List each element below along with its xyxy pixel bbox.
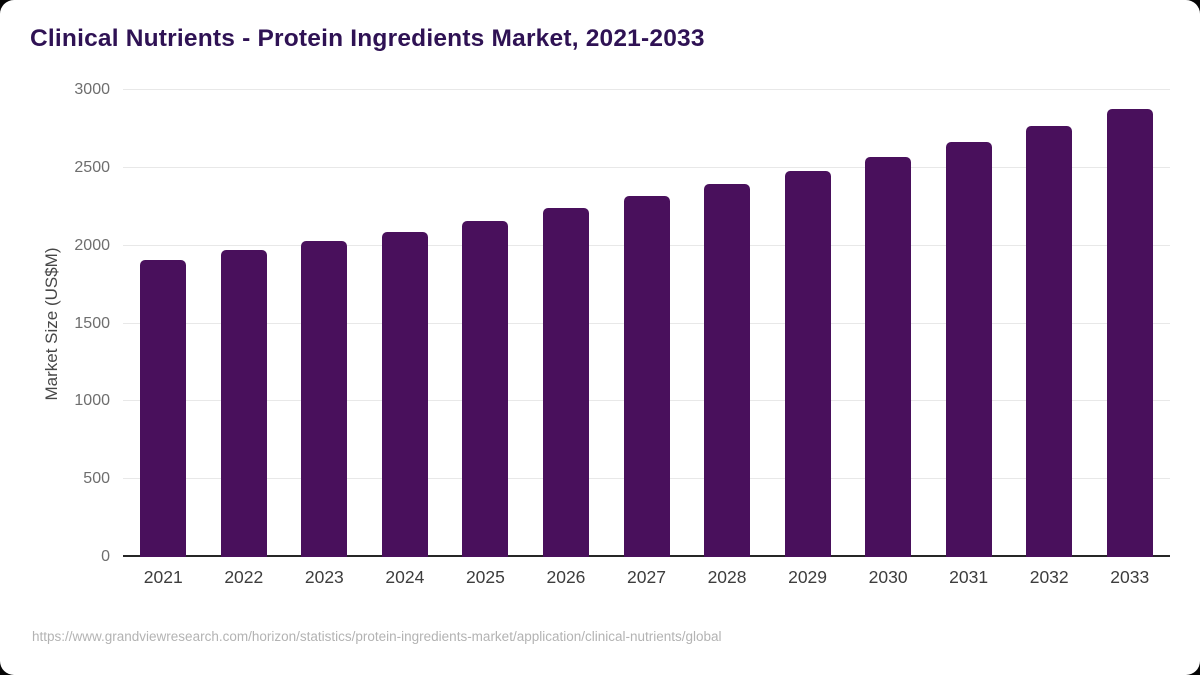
x-tick-label: 2032 (1029, 567, 1069, 587)
gridline (123, 89, 1170, 90)
gridline (123, 166, 1170, 168)
bar-2028 (704, 183, 751, 557)
bar-2029 (784, 170, 831, 557)
bar-2026 (542, 208, 589, 557)
x-tick-label: 2024 (385, 567, 425, 587)
bar-2031 (945, 141, 992, 557)
bar-2022 (220, 250, 267, 557)
bar-2021 (140, 259, 187, 557)
y-tick-label: 2500 (74, 158, 110, 176)
x-tick-label: 2026 (546, 567, 586, 587)
x-tick-label: 2027 (627, 567, 666, 587)
y-tick-label: 0 (101, 548, 110, 565)
y-tick-label: 2000 (74, 236, 110, 254)
chart-title: Clinical Nutrients - Protein Ingredients… (30, 25, 705, 52)
bar-2030 (865, 156, 912, 557)
bar-2033 (1106, 109, 1153, 557)
x-tick-label: 2025 (465, 567, 505, 587)
plot-area (123, 89, 1170, 557)
bar-2024 (381, 231, 428, 557)
x-tick-label: 2031 (949, 567, 989, 587)
x-tick-label: 2030 (868, 567, 908, 587)
bar-2027 (623, 196, 670, 557)
x-tick-label: 2033 (1110, 567, 1150, 587)
y-tick-label: 1000 (74, 392, 110, 410)
x-tick-label: 2021 (143, 567, 183, 587)
x-tick-label: 2023 (304, 567, 344, 587)
x-tick-label: 2029 (788, 567, 828, 587)
x-tick-label: 2028 (707, 567, 747, 587)
y-tick-label: 3000 (74, 81, 110, 98)
bar-2032 (1026, 126, 1073, 557)
bar-2023 (301, 241, 348, 557)
source-url: https://www.grandviewresearch.com/horizo… (32, 629, 722, 644)
y-tick-label: 1500 (74, 314, 110, 332)
y-tick-label: 500 (83, 470, 110, 488)
bar-2025 (462, 221, 509, 557)
x-tick-label: 2022 (224, 567, 264, 587)
